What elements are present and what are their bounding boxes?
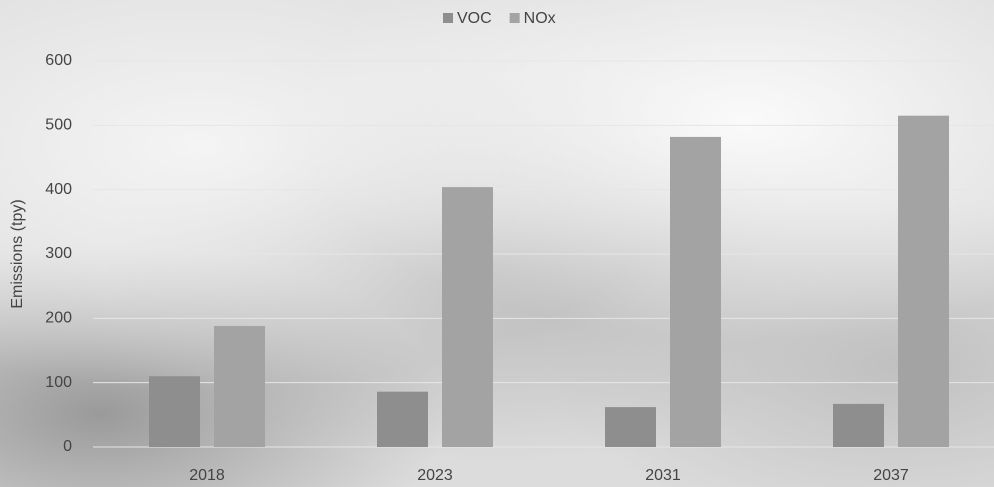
x-tick-label: 2031 bbox=[645, 467, 681, 484]
x-tick-label: 2018 bbox=[189, 467, 225, 484]
y-tick-label: 100 bbox=[45, 374, 72, 391]
y-tick-label: 600 bbox=[45, 52, 72, 69]
bar bbox=[377, 392, 428, 447]
y-tick-label: 400 bbox=[45, 181, 72, 198]
bar bbox=[898, 116, 949, 447]
bar bbox=[214, 326, 265, 447]
y-tick-label: 0 bbox=[63, 438, 72, 455]
x-tick-label: 2023 bbox=[417, 467, 453, 484]
y-axis-title: Emissions (tpy) bbox=[9, 199, 26, 308]
legend-swatch bbox=[443, 13, 453, 23]
bar bbox=[833, 404, 884, 447]
legend-swatch bbox=[510, 13, 520, 23]
y-tick-label: 500 bbox=[45, 117, 72, 134]
bar bbox=[442, 187, 493, 447]
chart: Emissions (tpy) 0 100 200 300 400 500 600 2018 2… bbox=[0, 0, 994, 487]
bar bbox=[670, 137, 721, 447]
legend-label: VOC bbox=[457, 10, 492, 27]
x-tick-label: 2037 bbox=[873, 467, 909, 484]
bar bbox=[605, 407, 656, 447]
y-tick-label: 200 bbox=[45, 310, 72, 327]
legend-label: NOx bbox=[524, 10, 556, 27]
y-tick-label: 300 bbox=[45, 245, 72, 262]
bar bbox=[149, 376, 200, 447]
